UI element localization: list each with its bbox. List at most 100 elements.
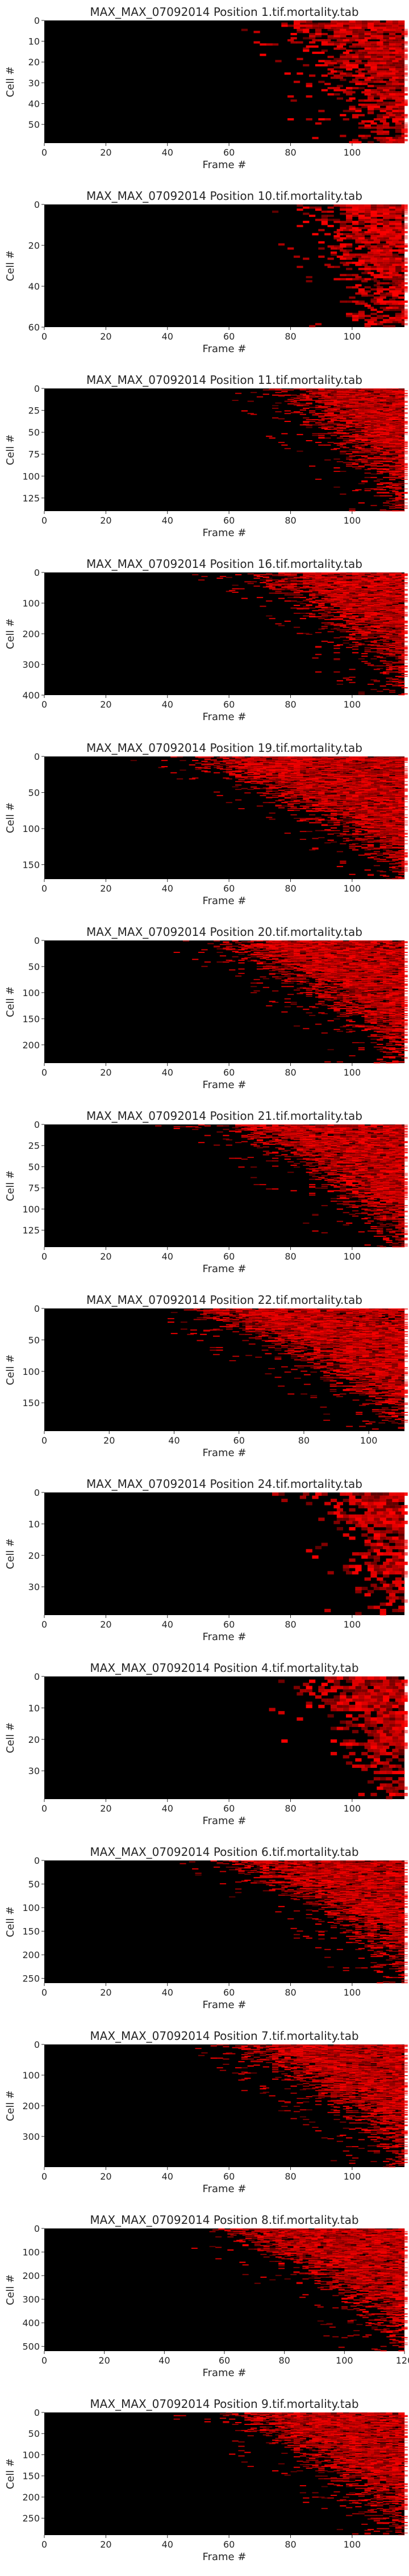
heatmap-cell — [373, 791, 381, 793]
heatmap-cell — [318, 444, 325, 446]
heatmap-cell — [343, 396, 349, 398]
heatmap-cell — [392, 426, 399, 428]
heatmap-cell — [343, 791, 349, 793]
heatmap-cell — [389, 572, 396, 574]
heatmap-cell — [386, 85, 393, 87]
heatmap-cell — [293, 787, 301, 788]
heatmap-cell — [272, 766, 279, 767]
heatmap-cell — [340, 37, 347, 40]
heatmap-cell — [346, 620, 353, 622]
heatmap-cell — [367, 428, 374, 430]
heatmap-cell — [395, 225, 402, 227]
heatmap-cell — [358, 395, 365, 397]
heatmap-cell — [401, 791, 408, 792]
heatmap-cell — [281, 433, 288, 434]
heatmap-cell — [315, 64, 322, 66]
heatmap-cell — [251, 780, 257, 781]
heatmap-cell — [401, 781, 408, 783]
heatmap-cell — [383, 646, 390, 647]
heatmap-cell — [343, 576, 349, 578]
heatmap-cell — [370, 626, 377, 628]
heatmap-panel: MAX_MAX_07092014 Position 16.tif.mortali… — [5, 557, 408, 723]
heatmap-cell — [358, 637, 365, 639]
heatmap-cell — [401, 671, 408, 673]
heatmap-cell — [395, 595, 402, 597]
heatmap-cell — [303, 777, 310, 779]
heatmap-cell — [370, 99, 377, 102]
heatmap-cell — [392, 321, 399, 324]
heatmap-cell — [386, 587, 393, 589]
heatmap-cell — [379, 768, 386, 770]
heatmap-cell — [293, 400, 301, 401]
heatmap-cell — [370, 436, 377, 437]
heatmap-cell — [389, 781, 396, 783]
heatmap-cell — [367, 612, 374, 614]
heatmap-cell — [330, 767, 337, 768]
heatmap-cell — [346, 791, 353, 792]
heatmap-cell — [340, 53, 347, 56]
heatmap-cell — [386, 391, 393, 392]
heatmap-cell — [373, 437, 381, 439]
heatmap-cell — [386, 617, 393, 618]
heatmap-cell — [370, 621, 377, 623]
heatmap-cell — [340, 402, 347, 403]
heatmap-cell — [377, 759, 383, 760]
heatmap-cell — [367, 120, 374, 123]
heatmap-cell — [352, 797, 359, 799]
heatmap-cell — [281, 791, 288, 793]
heatmap-cell — [333, 605, 340, 607]
heatmap-cell — [395, 286, 402, 288]
heatmap-cell — [383, 614, 390, 616]
heatmap-cell — [346, 615, 353, 617]
heatmap-cell — [398, 778, 405, 780]
heatmap-cell — [352, 237, 359, 240]
heatmap-cell — [379, 394, 386, 395]
heatmap-cell — [401, 219, 408, 221]
heatmap-cell — [364, 286, 371, 288]
heatmap-cell — [379, 639, 386, 641]
heatmap-cell — [370, 758, 377, 760]
heatmap-cell — [340, 579, 347, 581]
heatmap-cell — [355, 241, 362, 244]
heatmap-cell — [364, 290, 371, 293]
heatmap-cell — [367, 420, 374, 421]
heatmap-cell — [398, 404, 405, 405]
heatmap-cell — [361, 635, 368, 637]
heatmap-cell — [370, 225, 377, 227]
heatmap-cell — [395, 445, 402, 447]
heatmap-cell — [379, 780, 386, 781]
x-tick-label: 40 — [162, 699, 173, 710]
heatmap-cell — [386, 239, 393, 242]
heatmap-cell — [379, 81, 386, 83]
heatmap-cell — [349, 434, 356, 436]
heatmap-cell — [373, 416, 381, 418]
heatmap-cell — [318, 756, 325, 758]
heatmap-cell — [364, 93, 371, 96]
heatmap-cell — [346, 589, 353, 591]
heatmap-cell — [383, 789, 390, 791]
heatmap-cell — [361, 402, 368, 404]
heatmap-cell — [315, 400, 322, 402]
heatmap-cell — [389, 621, 396, 623]
heatmap-cell — [318, 118, 325, 121]
heatmap-cell — [266, 771, 273, 773]
heatmap-cell — [358, 628, 365, 629]
heatmap-cell — [266, 783, 273, 785]
heatmap-cell — [383, 395, 390, 397]
heatmap-cell — [377, 601, 383, 603]
heatmap-cell — [309, 394, 316, 396]
heatmap-cell — [383, 630, 390, 632]
heatmap-cell — [327, 215, 334, 217]
heatmap-cell — [392, 434, 399, 436]
heatmap-cell — [321, 758, 328, 760]
heatmap-cell — [251, 392, 257, 394]
heatmap-cell — [383, 457, 390, 458]
heatmap-cell — [364, 791, 371, 792]
heatmap-cell — [367, 791, 374, 793]
heatmap-cell — [321, 64, 328, 66]
heatmap-cell — [383, 223, 390, 225]
heatmap-cell — [389, 397, 396, 399]
heatmap-cell — [395, 57, 402, 60]
heatmap-cell — [358, 261, 365, 264]
heatmap-cell — [386, 24, 393, 27]
